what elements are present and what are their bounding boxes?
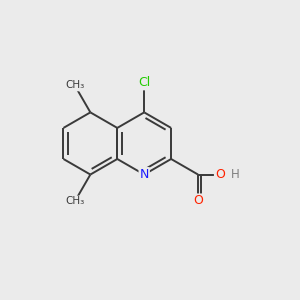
- Text: CH₃: CH₃: [65, 80, 85, 91]
- Text: Cl: Cl: [138, 76, 150, 89]
- Text: H: H: [231, 168, 240, 181]
- Text: O: O: [193, 194, 203, 208]
- Text: O: O: [215, 168, 225, 181]
- Text: CH₃: CH₃: [65, 196, 85, 206]
- Text: N: N: [140, 168, 149, 181]
